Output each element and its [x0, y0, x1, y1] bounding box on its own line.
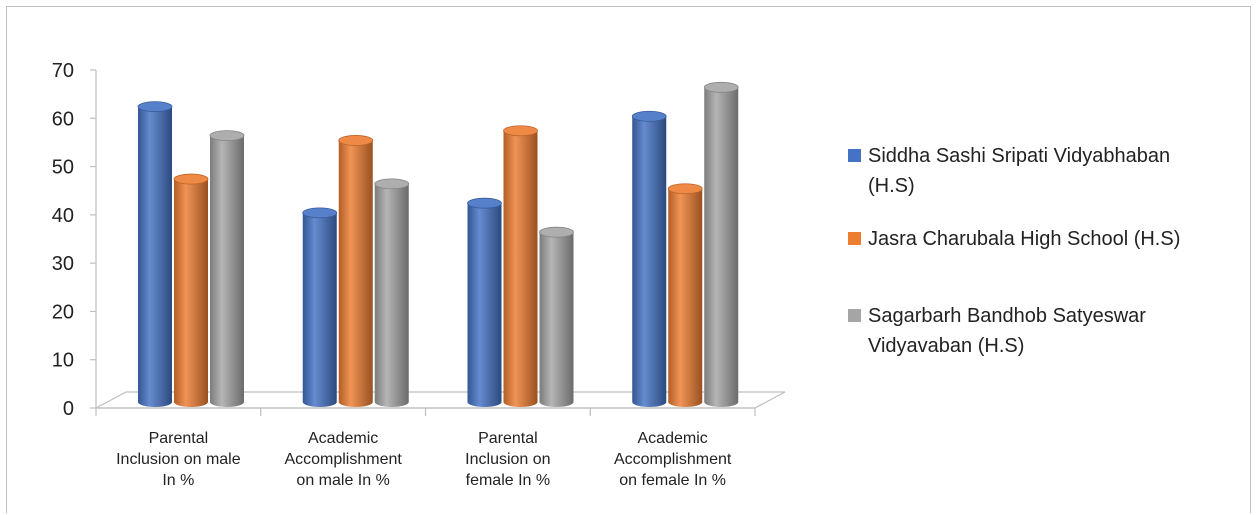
bar-top: [703, 81, 739, 93]
bar: [302, 207, 338, 407]
legend-label: Siddha Sashi Sripati Vidyabhaban: [868, 145, 1170, 167]
legend-label: (H.S): [868, 175, 915, 197]
bar: [338, 135, 374, 407]
category-label: Inclusion on: [465, 451, 550, 468]
bar-top: [137, 101, 173, 113]
category-label: Academic: [638, 430, 708, 447]
bar: [503, 125, 538, 407]
bars: [137, 81, 739, 408]
bar-body: [210, 135, 244, 407]
bar-top: [467, 197, 502, 209]
legend-swatch: [848, 309, 861, 322]
y-tick-label: 20: [52, 301, 74, 323]
category-label: In %: [162, 472, 194, 489]
y-tick-label: 50: [52, 157, 74, 179]
bar: [467, 197, 502, 407]
bar: [631, 110, 667, 408]
legend-swatch: [848, 232, 861, 245]
bar: [539, 226, 574, 407]
y-tick-label: 0: [63, 398, 74, 420]
legend-swatch: [848, 149, 861, 162]
y-tick-label: 10: [52, 350, 74, 372]
bar-body: [503, 130, 538, 407]
bar: [703, 81, 739, 408]
bar-body: [302, 212, 337, 407]
bar: [137, 101, 173, 407]
bar-body: [138, 106, 172, 407]
bar: [374, 178, 410, 407]
labels: 0 10 20 30 40 50 60 70 Parental Inclusion on male…: [52, 60, 732, 489]
bar-body: [174, 179, 208, 407]
bar-body: [467, 203, 502, 407]
legend-label: Vidyavaban (H.S): [868, 335, 1024, 357]
category-label: Inclusion on male: [116, 451, 241, 468]
bar: [667, 183, 703, 407]
bar-body: [704, 87, 739, 408]
bar-top: [302, 207, 338, 219]
bar-body: [632, 116, 667, 408]
category-label: female In %: [466, 472, 550, 489]
bar-top: [667, 183, 703, 195]
legend-label: Jasra Charubala High School (H.S): [868, 228, 1180, 250]
bar-body: [668, 188, 703, 407]
bar-top: [173, 173, 209, 185]
bar-top: [374, 178, 410, 190]
bar-top: [503, 125, 538, 137]
category-label: Academic: [308, 430, 378, 447]
bar-top: [539, 226, 574, 238]
legend-label: Sagarbarh Bandhob Satyeswar: [868, 305, 1146, 327]
bar-top: [209, 130, 245, 142]
bar-body: [374, 183, 409, 407]
bar-body: [539, 232, 574, 407]
category-label: Parental: [478, 430, 538, 447]
bar: [173, 173, 209, 407]
y-tick-label: 60: [52, 108, 74, 130]
bar: [209, 130, 245, 407]
legend: Siddha Sashi Sripati Vidyabhaban (H.S) Jas…: [848, 145, 1180, 357]
axes: [90, 69, 786, 416]
bar-top: [631, 110, 667, 122]
category-label: Parental: [149, 430, 209, 447]
category-label: on male In %: [296, 472, 389, 489]
y-tick-label: 70: [52, 60, 74, 82]
y-tick-label: 40: [52, 205, 74, 227]
category-label: Accomplishment: [614, 451, 732, 468]
y-tick-label: 30: [52, 253, 74, 275]
bar-top: [338, 135, 374, 146]
category-label: on female In %: [619, 472, 726, 489]
bar-body: [338, 140, 373, 407]
category-label: Accomplishment: [284, 451, 402, 468]
